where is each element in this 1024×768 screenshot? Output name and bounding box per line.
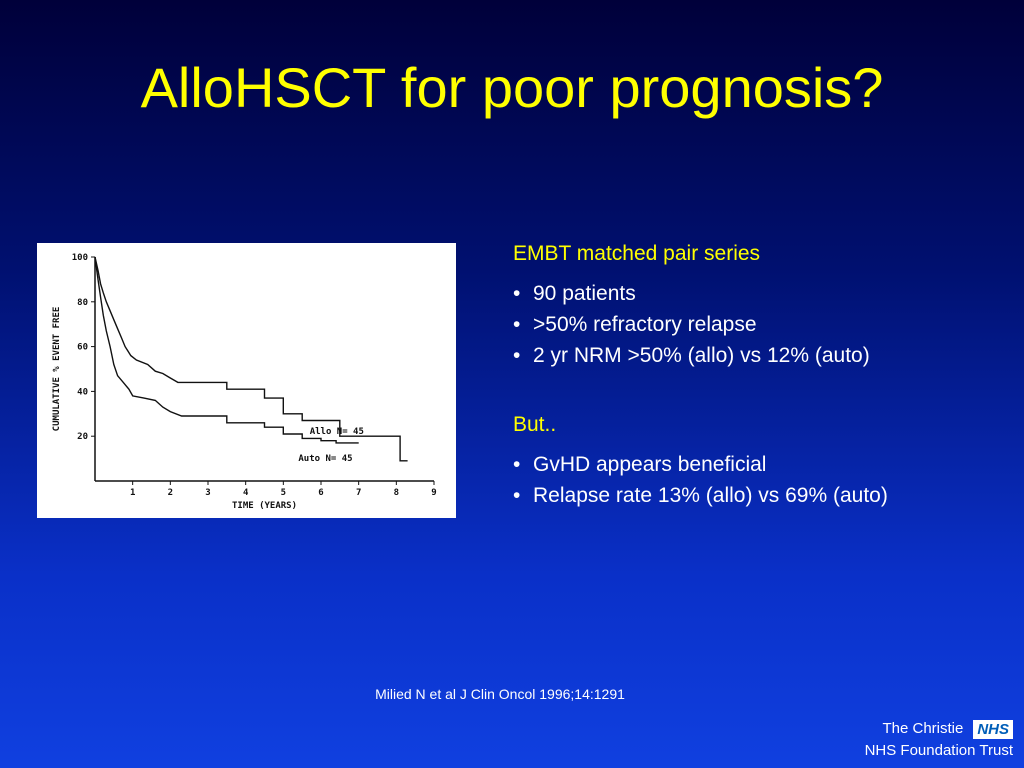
y-tick-label: 20 <box>77 432 88 442</box>
x-tick-label: 2 <box>168 488 173 498</box>
bullet-text: >50% refractory relapse <box>533 313 757 336</box>
bullet-text: GvHD appears beneficial <box>533 453 767 476</box>
bullet-icon: • <box>513 282 521 305</box>
section-heading-embt: EMBT matched pair series <box>513 242 761 265</box>
series-label-allo: Allo N= 45 <box>310 427 364 437</box>
survival-chart-svg: 20 40 60 80 100 1 2 3 4 5 6 7 8 9 TIME (YEARS) CUMULATI… <box>52 253 437 511</box>
y-tick-label: 100 <box>72 253 88 263</box>
list-item: • >50% refractory relapse <box>513 309 1003 340</box>
bullet-list-2: • GvHD appears beneficial • Relapse rate 1… <box>513 449 1003 511</box>
list-item: • 90 patients <box>513 278 1003 309</box>
org-subtitle: NHS Foundation Trust <box>864 742 1013 759</box>
list-item: • GvHD appears beneficial <box>513 449 1003 480</box>
x-tick-label: 4 <box>243 488 249 498</box>
bullet-text: 2 yr NRM >50% (allo) vs 12% (auto) <box>533 344 870 367</box>
survival-chart: 20 40 60 80 100 1 2 3 4 5 6 7 8 9 TIME (YEARS) CUMULATI… <box>37 243 456 518</box>
y-tick-label: 40 <box>77 387 88 397</box>
bullet-icon: • <box>513 313 521 336</box>
org-name: The Christie <box>882 720 964 737</box>
bullet-icon: • <box>513 344 521 367</box>
x-tick-label: 1 <box>130 488 135 498</box>
x-tick-label: 7 <box>356 488 361 498</box>
citation: Milied N et al J Clin Oncol 1996;14:1291 <box>375 686 625 702</box>
x-axis-label: TIME (YEARS) <box>232 501 297 511</box>
bullet-icon: • <box>513 453 521 476</box>
x-tick-label: 8 <box>394 488 399 498</box>
series-label-auto: Auto N= 45 <box>298 454 352 464</box>
list-item: • Relapse rate 13% (allo) vs 69% (auto) <box>513 480 1003 511</box>
list-item: • 2 yr NRM >50% (allo) vs 12% (auto) <box>513 340 1003 371</box>
bullet-icon: • <box>513 484 521 507</box>
slide-title: AlloHSCT for poor prognosis? <box>140 56 884 119</box>
section-heading-but: But.. <box>513 413 557 436</box>
series-line-allo <box>94 256 408 462</box>
branding: The Christie NHS NHS Foundation Trust <box>865 718 1013 762</box>
nhs-logo: NHS <box>973 719 1013 739</box>
y-tick-label: 80 <box>77 298 88 308</box>
x-tick-label: 3 <box>205 488 210 498</box>
bullet-text: 90 patients <box>533 282 636 305</box>
x-tick-label: 6 <box>318 488 323 498</box>
y-tick-label: 60 <box>77 343 88 353</box>
x-tick-label: 5 <box>281 488 286 498</box>
bullet-list-1: • 90 patients • >50% refractory relapse • 2… <box>513 278 1003 371</box>
bullet-text: Relapse rate 13% (allo) vs 69% (auto) <box>533 484 888 507</box>
series-line-auto <box>94 256 359 444</box>
text-column: EMBT matched pair series • 90 patients • >… <box>513 240 1003 511</box>
y-axis-label: CUMULATIVE % EVENT FREE <box>52 307 62 432</box>
x-tick-label: 9 <box>431 488 436 498</box>
